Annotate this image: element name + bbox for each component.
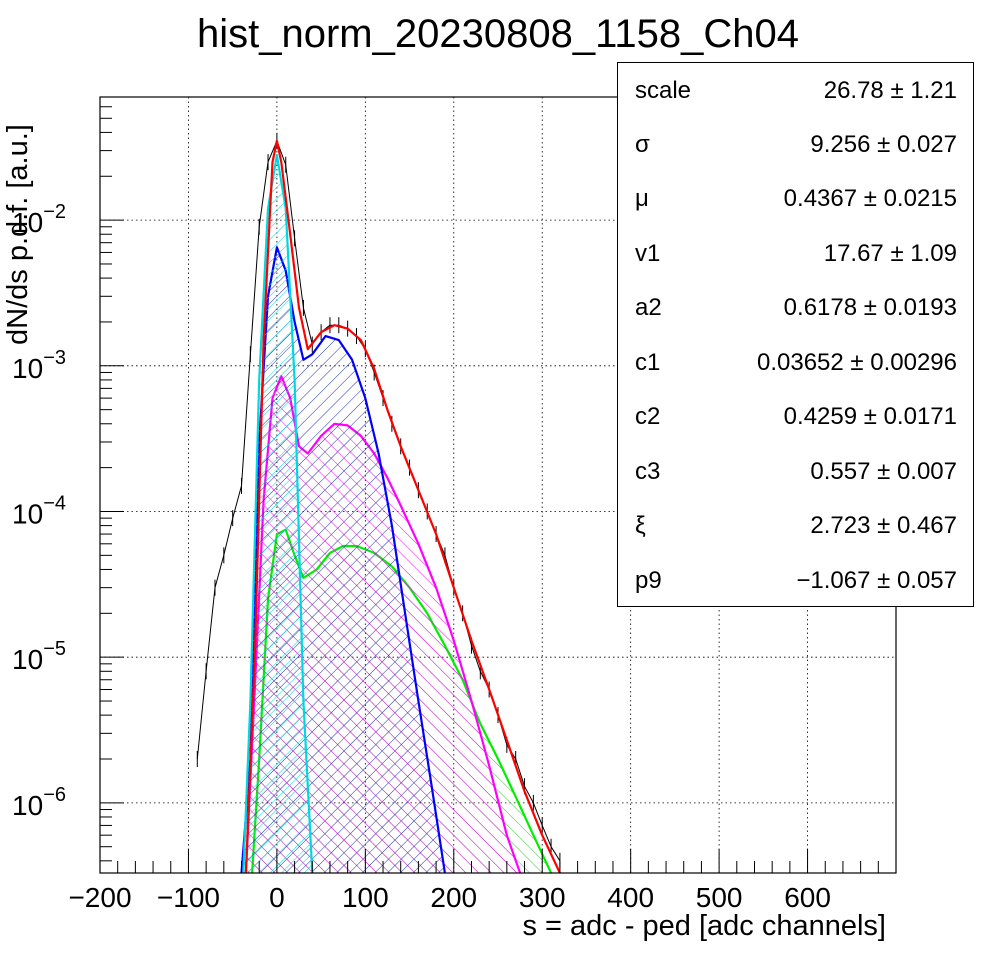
series-line — [244, 139, 561, 873]
param-value: 9.256 ± 0.027 — [810, 131, 957, 158]
fit-parameters-box: scale 26.78 ± 1.21 σ 9.256 ± 0.027 μ 0.4367… — [617, 62, 974, 607]
y-tick-label: 10−4 — [12, 492, 66, 529]
param-row: a2 0.6178 ± 0.0193 — [618, 280, 973, 334]
param-name: a2 — [635, 294, 662, 321]
y-tick-label: 10−5 — [12, 638, 66, 675]
chart-title: hist_norm_20230808_1158_Ch04 — [197, 12, 799, 56]
param-value: −1.067 ± 0.057 — [796, 567, 957, 594]
param-name: σ — [635, 131, 650, 158]
param-name: scale — [635, 77, 692, 104]
param-row: c2 0.4259 ± 0.0171 — [618, 389, 973, 443]
param-row: σ 9.256 ± 0.027 — [618, 117, 973, 171]
x-tick-label: 200 — [430, 882, 477, 913]
param-name: ξ — [635, 512, 646, 539]
x-tick-label: 500 — [696, 882, 743, 913]
param-row: ξ 2.723 ± 0.467 — [618, 498, 973, 552]
param-name: p9 — [635, 567, 662, 594]
y-tick-label: 10−6 — [12, 784, 66, 821]
param-row: v1 17.67 ± 1.09 — [618, 226, 973, 280]
y-tick-labels: 10−2 10−3 10−4 10−5 10−6 — [12, 201, 66, 821]
y-tick-label: 10−2 — [12, 201, 66, 238]
x-tick-label: 300 — [519, 882, 566, 913]
param-value: 0.4367 ± 0.0215 — [783, 185, 957, 212]
x-tick-labels: −200 −100 0 100 200 300 400 500 600 — [68, 882, 830, 913]
param-value: 0.557 ± 0.007 — [810, 458, 957, 485]
param-row: p9 −1.067 ± 0.057 — [618, 553, 973, 607]
param-value: 17.67 ± 1.09 — [823, 240, 957, 267]
y-tick-label: 10−3 — [12, 347, 66, 384]
param-row: c3 0.557 ± 0.007 — [618, 444, 973, 498]
param-name: c1 — [635, 349, 661, 376]
param-name: μ — [635, 185, 649, 212]
axis-ticks — [99, 96, 879, 873]
x-tick-label: 100 — [342, 882, 389, 913]
param-row: scale 26.78 ± 1.21 — [618, 63, 973, 117]
param-value: 0.4259 ± 0.0171 — [783, 403, 957, 430]
param-row: c1 0.03652 ± 0.00296 — [618, 335, 973, 389]
y-axis-label: dN/ds p.d.f. [a.u.] — [2, 124, 34, 345]
param-name: c3 — [635, 458, 661, 485]
param-value: 0.6178 ± 0.0193 — [783, 294, 957, 321]
series-fill — [243, 155, 313, 873]
param-name: c2 — [635, 403, 661, 430]
param-name: v1 — [635, 240, 661, 267]
x-tick-label: 400 — [607, 882, 654, 913]
param-value: 2.723 ± 0.467 — [810, 512, 957, 539]
series-line — [242, 153, 314, 873]
x-tick-label: 600 — [784, 882, 831, 913]
param-value: 0.03652 ± 0.00296 — [756, 349, 957, 376]
param-value: 26.78 ± 1.21 — [823, 77, 957, 104]
param-row: μ 0.4367 ± 0.0215 — [618, 171, 973, 225]
x-axis-label: s = adc - ped [adc channels] — [522, 910, 886, 942]
x-tick-label: −100 — [157, 882, 220, 913]
x-tick-label: 0 — [269, 882, 285, 913]
series-layer — [196, 132, 561, 873]
x-tick-label: −200 — [68, 882, 131, 913]
